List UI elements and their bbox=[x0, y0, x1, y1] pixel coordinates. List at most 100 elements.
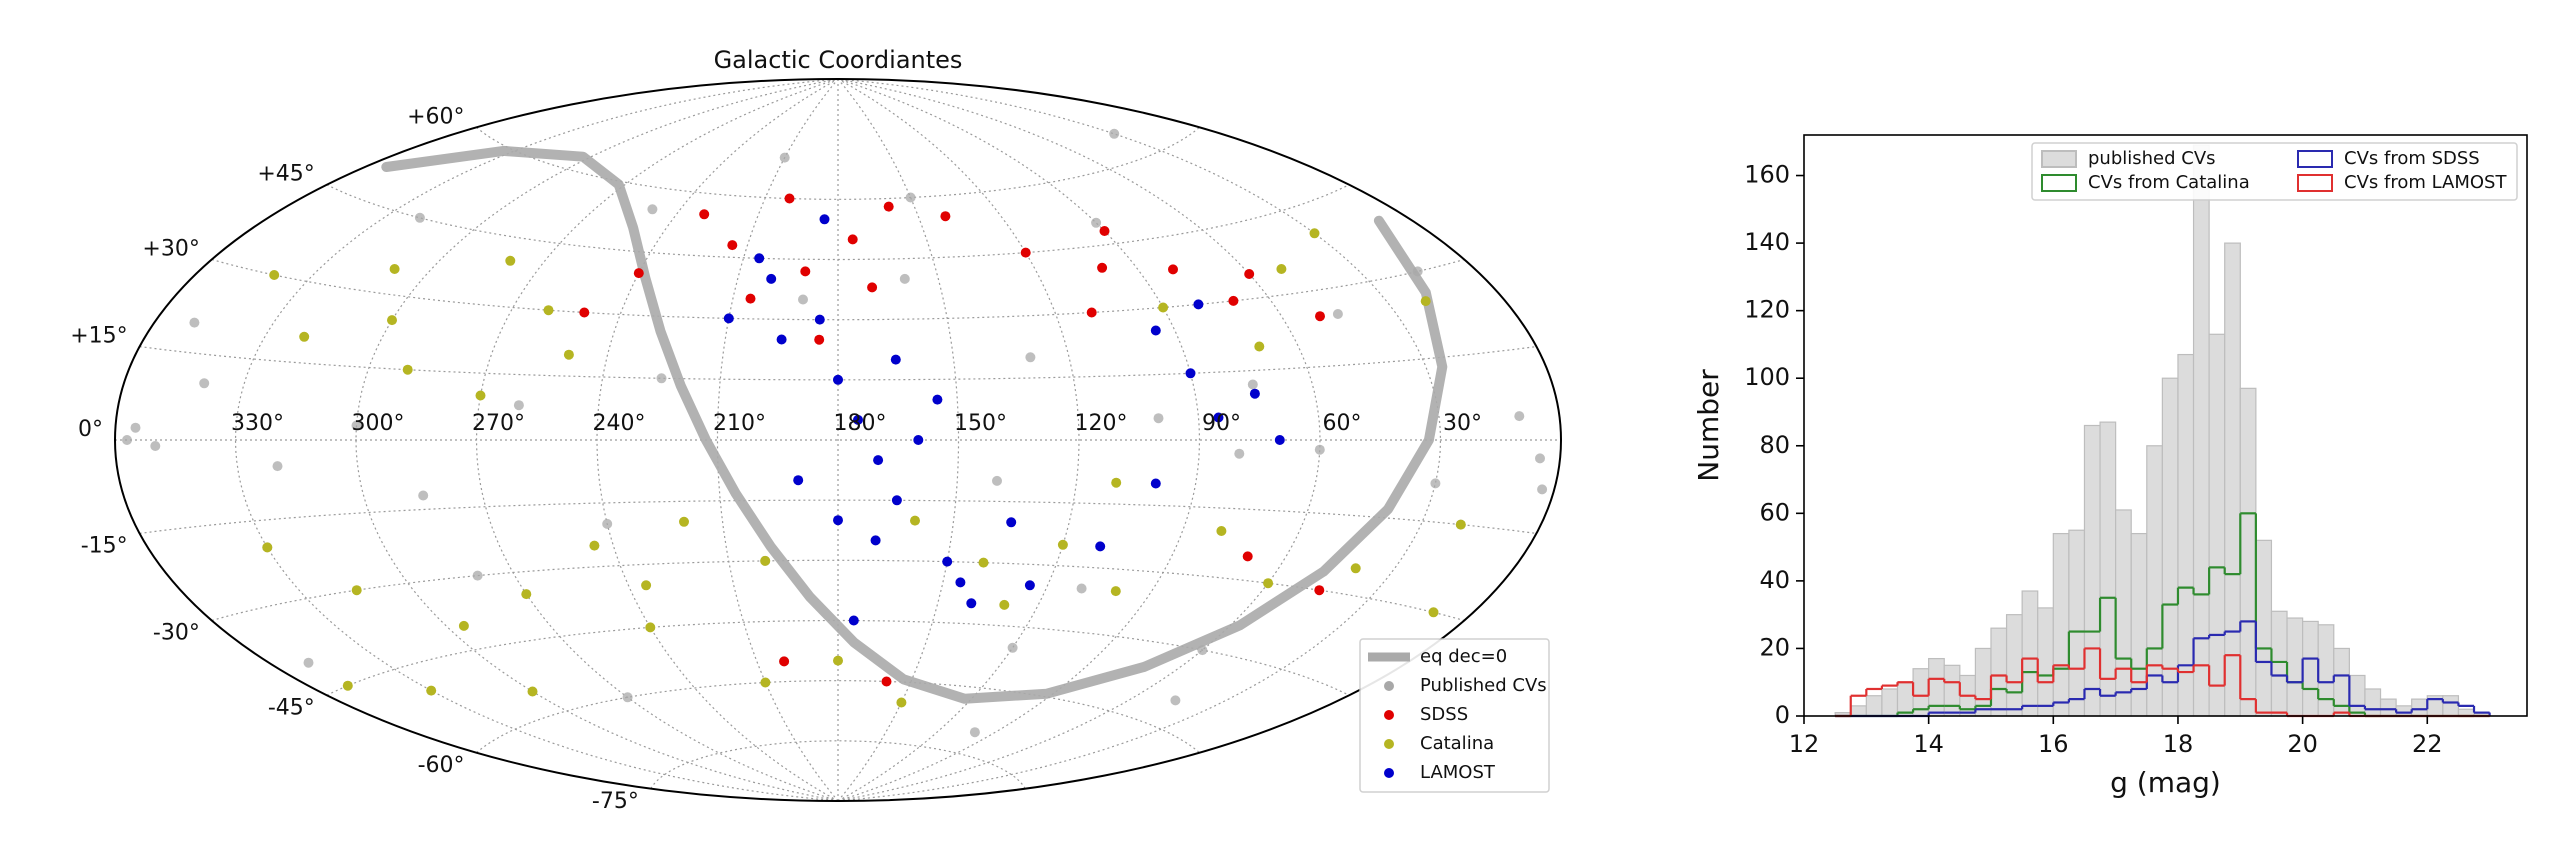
hist-bar bbox=[2411, 698, 2428, 717]
y-axis-label: Number bbox=[1692, 369, 1725, 482]
data-point bbox=[402, 364, 413, 375]
legend-label: SDSS bbox=[1420, 704, 1468, 725]
hist-bar bbox=[2348, 674, 2366, 717]
y-tick-label: +60° bbox=[407, 104, 464, 129]
data-point bbox=[1350, 563, 1361, 574]
hist-bar bbox=[1850, 705, 1867, 717]
data-point bbox=[779, 656, 790, 667]
data-point bbox=[387, 315, 397, 326]
data-point bbox=[351, 420, 362, 431]
data-point bbox=[760, 555, 771, 566]
grid-line bbox=[837, 78, 1321, 802]
data-point bbox=[1274, 435, 1285, 445]
legend-label: Catalina bbox=[1420, 733, 1494, 754]
legend-label: Published CVs bbox=[1420, 675, 1547, 696]
hist-bar bbox=[2239, 387, 2257, 717]
x-tick-label: 300° bbox=[352, 411, 405, 436]
data-point bbox=[848, 615, 859, 626]
data-point bbox=[475, 390, 486, 401]
data-point bbox=[1249, 388, 1260, 399]
grid-line bbox=[139, 499, 1537, 534]
data-point bbox=[1158, 302, 1169, 313]
data-point bbox=[414, 212, 425, 223]
hist-bar bbox=[2099, 421, 2117, 717]
data-point bbox=[969, 727, 980, 738]
data-point bbox=[723, 313, 734, 324]
data-point bbox=[1057, 539, 1068, 550]
x-tick-label: 12 bbox=[1789, 730, 1820, 758]
data-point bbox=[940, 211, 951, 222]
data-point bbox=[472, 570, 483, 581]
data-point bbox=[1109, 128, 1120, 139]
hist-bar bbox=[2270, 610, 2288, 717]
hist-bar bbox=[2037, 607, 2054, 717]
data-point bbox=[1110, 586, 1121, 597]
y-tick-label: 120 bbox=[1744, 296, 1790, 324]
data-point bbox=[942, 556, 953, 567]
data-point bbox=[819, 214, 830, 225]
data-point bbox=[602, 518, 613, 529]
x-tick-label: 180° bbox=[834, 411, 887, 436]
hist-bar bbox=[1928, 657, 1945, 717]
data-point bbox=[513, 400, 524, 411]
data-point bbox=[1428, 607, 1439, 618]
data-point bbox=[645, 622, 656, 633]
data-point bbox=[130, 422, 141, 433]
x-tick-label: 210° bbox=[713, 411, 766, 436]
legend-swatch bbox=[1384, 710, 1394, 720]
data-point bbox=[992, 475, 1002, 486]
data-point bbox=[910, 515, 920, 526]
data-point bbox=[1111, 477, 1122, 488]
data-point bbox=[1254, 341, 1265, 352]
data-point bbox=[1095, 541, 1106, 552]
equator-line bbox=[381, 145, 1448, 704]
hist-bar bbox=[2302, 620, 2319, 717]
legend-swatch bbox=[1384, 681, 1394, 691]
hist-bar bbox=[2364, 688, 2382, 717]
data-point bbox=[1091, 217, 1102, 228]
data-point bbox=[633, 268, 644, 279]
hist-bar bbox=[2083, 424, 2101, 717]
hist-bar bbox=[2021, 590, 2039, 717]
data-point bbox=[1020, 247, 1031, 258]
x-tick-label: 90° bbox=[1202, 411, 1241, 436]
data-point bbox=[1097, 262, 1108, 273]
hist-bar bbox=[2052, 532, 2070, 717]
x-tick-label: 150° bbox=[954, 411, 1007, 436]
data-point bbox=[1168, 264, 1178, 275]
data-point bbox=[1314, 585, 1325, 596]
data-point bbox=[563, 349, 574, 360]
data-point bbox=[122, 435, 132, 445]
data-point bbox=[1535, 453, 1545, 464]
data-point bbox=[800, 266, 811, 277]
data-point bbox=[1025, 352, 1036, 363]
data-point bbox=[458, 620, 469, 631]
y-tick-label: 0° bbox=[78, 417, 103, 442]
data-point bbox=[999, 599, 1010, 610]
data-point bbox=[833, 655, 843, 666]
data-point bbox=[389, 264, 400, 274]
hist-bar bbox=[2317, 624, 2335, 717]
data-point bbox=[641, 580, 652, 591]
x-tick-label: 270° bbox=[472, 411, 525, 436]
data-point bbox=[745, 293, 756, 304]
legend-swatch bbox=[1384, 739, 1394, 749]
legend-swatch bbox=[2297, 174, 2333, 192]
data-point bbox=[727, 240, 738, 251]
hist-bar bbox=[2442, 695, 2460, 717]
data-point bbox=[1216, 526, 1227, 536]
hist-bar bbox=[2161, 377, 2179, 717]
data-point bbox=[269, 270, 280, 280]
legend-swatch bbox=[2041, 150, 2077, 168]
data-point bbox=[883, 201, 894, 212]
data-point bbox=[776, 334, 787, 345]
data-point bbox=[779, 152, 790, 163]
data-point bbox=[1315, 311, 1325, 322]
data-point bbox=[1247, 379, 1258, 390]
grid-line bbox=[650, 740, 1026, 789]
data-point bbox=[589, 540, 600, 551]
hist-bar bbox=[2115, 509, 2132, 717]
data-point bbox=[1197, 645, 1208, 656]
x-tick-label: 16 bbox=[2038, 730, 2069, 758]
